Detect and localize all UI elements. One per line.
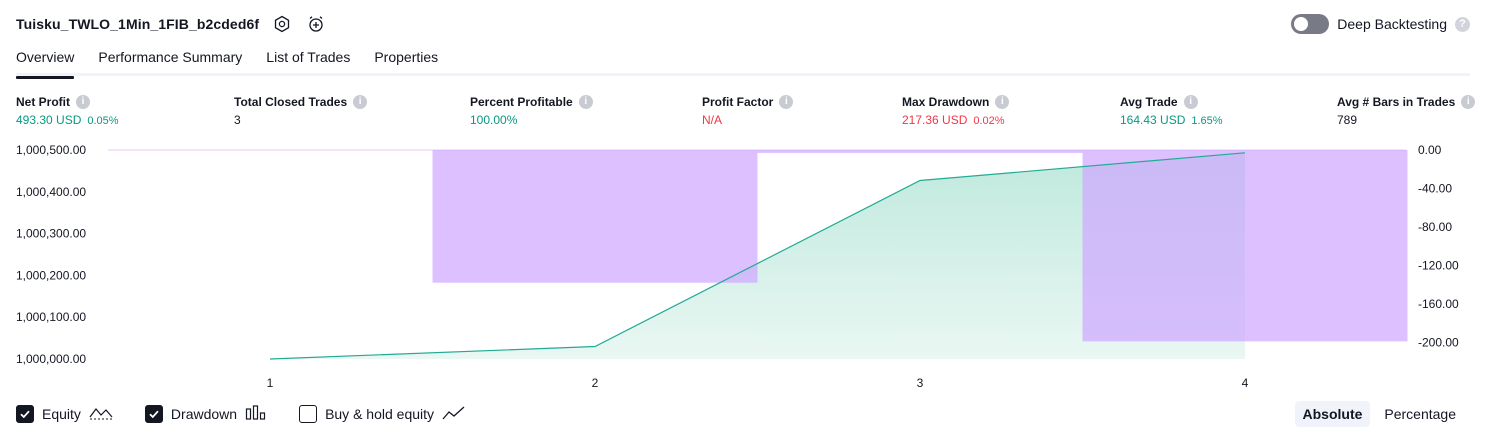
metric-percent: 1.65% bbox=[1191, 115, 1223, 127]
right-axis-tick-label: -160.00 bbox=[1418, 297, 1459, 311]
legend-drawdown-label: Drawdown bbox=[170, 406, 238, 422]
metric-label: Profit Factor bbox=[702, 94, 774, 109]
metric-profit-factor: Profit Factor i N/A bbox=[702, 93, 794, 129]
drawdown-bar bbox=[757, 150, 1083, 153]
metric-value: 217.36 USD bbox=[902, 113, 968, 127]
legend-buy-hold-label: Buy & hold equity bbox=[325, 406, 435, 422]
x-axis-tick-label: 1 bbox=[267, 376, 274, 390]
metrics-row: Net Profit i 493.30 USD 0.05% Total Closed… bbox=[16, 93, 1476, 131]
metric-value: 164.43 USD bbox=[1120, 113, 1186, 127]
right-axis-tick-label: -80.00 bbox=[1418, 220, 1452, 234]
info-icon[interactable]: i bbox=[578, 94, 593, 109]
buy-hold-line-icon bbox=[442, 405, 466, 424]
metric-value: 789 bbox=[1337, 113, 1358, 127]
x-axis-tick-label: 3 bbox=[917, 376, 924, 390]
x-axis-tick-label: 4 bbox=[1242, 376, 1249, 390]
chart-legend: Equity Drawdown Buy & hold equity bbox=[16, 403, 498, 425]
metric-net-profit: Net Profit i 493.30 USD 0.05% bbox=[16, 93, 119, 129]
metric-value: N/A bbox=[702, 113, 723, 127]
right-axis-tick-label: -200.00 bbox=[1418, 335, 1459, 349]
info-icon[interactable]: i bbox=[779, 94, 794, 109]
equity-line bbox=[269, 152, 1246, 360]
metric-total-closed-trades: Total Closed Trades i 3 bbox=[234, 93, 368, 129]
toggle-knob bbox=[1294, 17, 1309, 31]
metric-value: 3 bbox=[234, 113, 241, 127]
info-icon[interactable]: i bbox=[1461, 94, 1476, 109]
metric-label: Net Profit bbox=[16, 94, 70, 109]
metric-avg-trade: Avg Trade i 164.43 USD 1.65% bbox=[1120, 93, 1223, 129]
alarm-clock-plus-icon[interactable] bbox=[305, 13, 327, 35]
tab-list-of-trades[interactable]: List of Trades bbox=[266, 49, 351, 65]
percentage-button[interactable]: Percentage bbox=[1384, 406, 1456, 422]
metric-value: 100.00% bbox=[470, 113, 518, 127]
tab-properties[interactable]: Properties bbox=[374, 49, 439, 65]
metric-label: Avg # Bars in Trades bbox=[1337, 94, 1456, 109]
right-axis-tick-label: -40.00 bbox=[1418, 181, 1452, 195]
left-axis-tick-label: 1,000,400.00 bbox=[16, 185, 86, 199]
metric-percent: 0.02% bbox=[973, 115, 1005, 127]
drawdown-bar bbox=[432, 150, 758, 283]
info-icon[interactable]: i bbox=[353, 94, 368, 109]
left-axis-tick-label: 1,000,500.00 bbox=[16, 143, 86, 157]
metric-percent-profitable: Percent Profitable i 100.00% bbox=[470, 93, 593, 129]
legend-equity[interactable]: Equity bbox=[16, 405, 113, 424]
x-axis-tick-label: 2 bbox=[592, 376, 599, 390]
absolute-button[interactable]: Absolute bbox=[1294, 401, 1371, 427]
tab-overview[interactable]: Overview bbox=[16, 46, 75, 79]
value-mode-switch: Absolute Percentage bbox=[1294, 401, 1465, 427]
metric-label: Total Closed Trades bbox=[234, 94, 348, 109]
metric-avg-bars-in-trades: Avg # Bars in Trades i 789 bbox=[1337, 93, 1476, 129]
strategy-name: Tuisku_TWLO_1Min_1FIB_b2cded6f bbox=[16, 16, 260, 32]
metric-percent: 0.05% bbox=[87, 115, 119, 127]
info-icon[interactable]: i bbox=[1183, 94, 1198, 109]
report-tabs: Overview Performance Summary List of Tra… bbox=[16, 46, 1470, 79]
metric-label: Max Drawdown bbox=[902, 94, 990, 109]
right-axis-tick-label: -120.00 bbox=[1418, 258, 1459, 272]
deep-backtesting-toggle[interactable] bbox=[1291, 14, 1330, 34]
equity-checkbox[interactable] bbox=[16, 405, 34, 423]
help-icon[interactable]: ? bbox=[1455, 16, 1470, 32]
info-icon[interactable]: i bbox=[995, 94, 1010, 109]
drawdown-bar bbox=[1245, 150, 1408, 342]
left-axis-tick-label: 1,000,300.00 bbox=[16, 227, 86, 241]
left-axis-tick-label: 1,000,200.00 bbox=[16, 268, 86, 282]
drawdown-bars-icon bbox=[245, 404, 267, 424]
metric-value: 493.30 USD bbox=[16, 113, 82, 127]
tab-performance-summary[interactable]: Performance Summary bbox=[98, 49, 243, 65]
metric-label: Avg Trade bbox=[1120, 94, 1178, 109]
equity-area bbox=[270, 152, 1245, 359]
metric-label: Percent Profitable bbox=[470, 94, 573, 109]
gear-icon[interactable] bbox=[271, 13, 293, 35]
drawdown-checkbox[interactable] bbox=[144, 405, 163, 423]
right-axis-tick-label: 0.00 bbox=[1418, 143, 1442, 157]
left-axis-tick-label: 1,000,100.00 bbox=[16, 310, 86, 324]
legend-drawdown[interactable]: Drawdown bbox=[144, 404, 267, 424]
info-icon[interactable]: i bbox=[76, 94, 90, 109]
left-axis-tick-label: 1,000,000.00 bbox=[16, 352, 86, 366]
metric-max-drawdown: Max Drawdown i 217.36 USD 0.02% bbox=[902, 93, 1010, 129]
drawdown-bar bbox=[1082, 150, 1245, 342]
deep-backtesting: Deep Backtesting ? bbox=[1291, 13, 1470, 35]
legend-buy-hold[interactable]: Buy & hold equity bbox=[299, 405, 466, 424]
equity-line-icon bbox=[89, 405, 113, 424]
strategy-header: Tuisku_TWLO_1Min_1FIB_b2cded6f bbox=[16, 12, 327, 36]
legend-equity-label: Equity bbox=[42, 406, 81, 422]
equity-drawdown-chart[interactable]: 1,000,500.00 1,000,400.00 1,000,300.00 1,00… bbox=[0, 138, 1486, 398]
buy-hold-checkbox[interactable] bbox=[299, 405, 318, 423]
deep-backtesting-label: Deep Backtesting bbox=[1337, 16, 1447, 32]
